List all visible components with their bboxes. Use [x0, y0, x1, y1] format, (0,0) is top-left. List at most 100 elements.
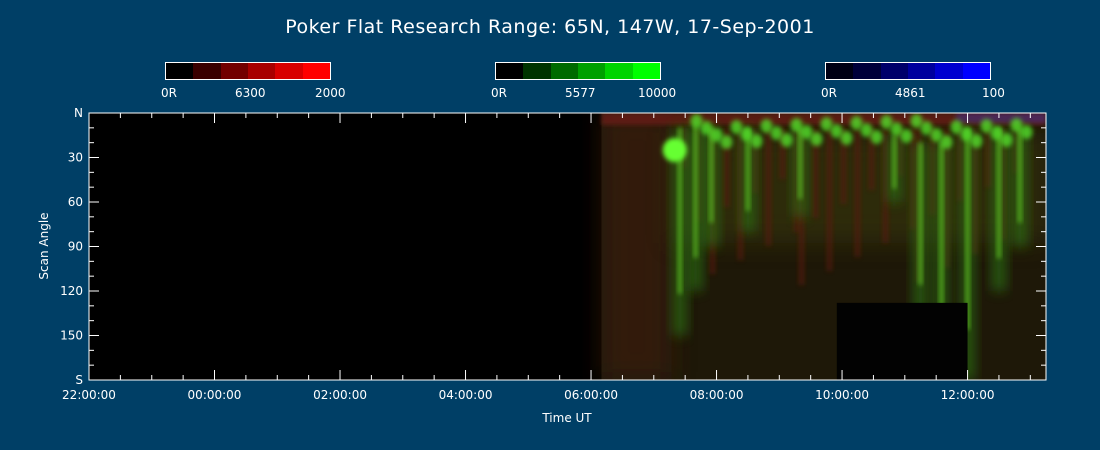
- colorbar-swatch: [275, 63, 303, 79]
- x-tick-label: 08:00:00: [690, 388, 744, 402]
- red-emission-column: [765, 128, 772, 246]
- x-tick-label: 06:00:00: [564, 388, 618, 402]
- bright-arc-blob: [710, 128, 723, 142]
- green-aurora-core: [1017, 127, 1022, 223]
- northern-blue-band: [956, 113, 1046, 123]
- colorbar-swatch: [523, 63, 551, 79]
- colorbar-5577-min-label: 0R: [491, 86, 507, 100]
- y-tick-label: N: [74, 106, 83, 120]
- colorbar-6300: 0R 6300 2000: [161, 62, 346, 100]
- data-gap: [836, 302, 968, 380]
- bright-arc-blob: [1020, 125, 1033, 139]
- bright-aurora-spot: [662, 138, 687, 163]
- red-emission-column: [812, 128, 819, 218]
- bright-arc-blob: [970, 134, 983, 148]
- red-emission-column: [826, 128, 833, 271]
- bright-arc-blob: [810, 132, 823, 146]
- x-axis-label: Time UT: [542, 411, 592, 425]
- bright-arc-blob: [980, 119, 993, 133]
- green-aurora-core: [939, 142, 944, 321]
- bright-arc-blob: [920, 121, 933, 135]
- red-emission-column: [929, 128, 936, 215]
- colorbar-swatch: [632, 63, 660, 79]
- colorbar-swatch: [193, 63, 221, 79]
- colorbar-swatch: [550, 63, 578, 79]
- colorbar-4861-max-label: 100: [982, 86, 1005, 100]
- y-tick-label: 30: [68, 151, 83, 165]
- red-emission-column: [985, 128, 992, 187]
- bright-arc-blob: [940, 135, 953, 149]
- bright-arc-blob: [950, 120, 963, 134]
- colorbar-4861-mid-label: 4861: [895, 86, 926, 100]
- bright-arc-blob: [960, 127, 973, 141]
- colorbar-swatch: [496, 63, 524, 79]
- colorbar-5577-mid-label: 5577: [565, 86, 596, 100]
- bright-arc-blob: [780, 133, 793, 147]
- bright-arc-blob: [770, 126, 783, 140]
- bright-arc-blob: [830, 124, 843, 138]
- red-emission-column: [957, 128, 964, 201]
- bright-arc-blob: [840, 131, 853, 145]
- x-tick-label: 22:00:00: [62, 388, 116, 402]
- colorbar-5577-gradient: [495, 62, 661, 80]
- colorbar-swatch: [962, 63, 990, 79]
- red-emission-column: [840, 128, 847, 204]
- green-aurora-core: [965, 127, 970, 330]
- colorbar-swatch: [935, 63, 963, 79]
- red-emission-column: [882, 128, 889, 243]
- colorbar-swatch: [166, 63, 194, 79]
- colorbar-swatch: [220, 63, 248, 79]
- colorbar-swatch: [880, 63, 908, 79]
- colorbar-swatch: [247, 63, 276, 79]
- colorbar-swatch: [826, 63, 854, 79]
- red-emission-column: [737, 128, 744, 260]
- bright-arc-blob: [760, 119, 773, 133]
- colorbar-swatch: [605, 63, 633, 79]
- bright-arc-blob: [880, 115, 893, 129]
- bright-arc-blob: [690, 114, 703, 128]
- green-aurora-core: [693, 124, 698, 258]
- colorbar-swatch: [577, 63, 606, 79]
- bright-arc-blob: [1000, 133, 1013, 147]
- x-tick-label: 02:00:00: [313, 388, 367, 402]
- colorbar-5577: 0R 5577 10000: [491, 62, 676, 100]
- y-tick-label: S: [75, 373, 83, 387]
- colorbar-4861: 0R 4861 100: [821, 62, 1005, 100]
- x-tick-label: 12:00:00: [941, 388, 995, 402]
- red-emission-column: [854, 128, 861, 257]
- red-emission-column: [723, 128, 730, 207]
- y-tick-label: 150: [60, 329, 83, 343]
- bright-arc-blob: [900, 129, 913, 143]
- y-tick-label: 120: [60, 284, 83, 298]
- keogram-image: [601, 113, 1046, 380]
- red-emission-column: [868, 128, 875, 190]
- green-aurora-core: [996, 127, 1001, 259]
- colorbar-swatch: [853, 63, 881, 79]
- green-aurora-core: [745, 127, 750, 211]
- bright-arc-blob: [1010, 118, 1023, 132]
- bright-arc-blob: [700, 121, 713, 135]
- bright-arc-blob: [910, 114, 923, 128]
- colorbar-5577-max-label: 10000: [638, 86, 677, 100]
- chart-title: Poker Flat Research Range: 65N, 147W, 17…: [285, 16, 815, 38]
- y-tick-label: 60: [68, 195, 83, 209]
- green-aurora-core: [918, 142, 923, 286]
- bright-arc-blob: [790, 118, 803, 132]
- y-tick-label: 90: [68, 240, 83, 254]
- bright-arc-blob: [850, 116, 863, 130]
- x-tick-label: 00:00:00: [188, 388, 242, 402]
- green-aurora-core: [798, 127, 803, 200]
- x-tick-label: 04:00:00: [439, 388, 493, 402]
- bright-arc-blob: [890, 122, 903, 136]
- twilight-glow: [601, 113, 672, 380]
- colorbar-4861-gradient: [825, 62, 991, 80]
- x-tick-label: 10:00:00: [815, 388, 869, 402]
- bright-arc-blob: [740, 127, 753, 141]
- bright-arc-blob: [720, 135, 733, 149]
- colorbar-swatch: [302, 63, 330, 79]
- colorbar-6300-gradient: [165, 62, 331, 80]
- red-emission-column: [779, 128, 786, 179]
- bright-arc-blob: [990, 126, 1003, 140]
- bright-arc-blob: [930, 128, 943, 142]
